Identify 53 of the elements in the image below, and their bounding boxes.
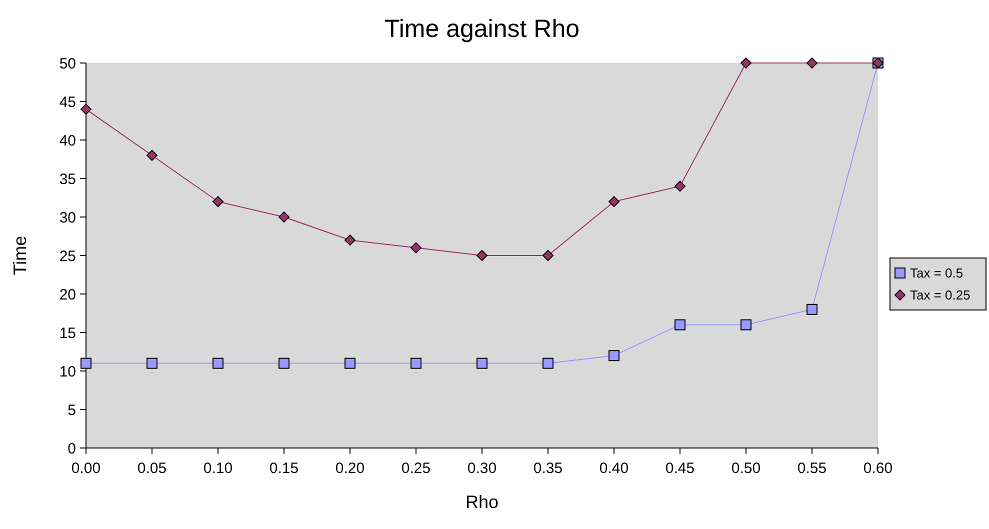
point (278, 358, 290, 369)
x-tick-label: 0.55 (797, 460, 827, 477)
point (608, 350, 620, 362)
x-tick-label: 0.25 (401, 460, 431, 477)
x-tick-label: 0.05 (137, 460, 167, 477)
y-tick-label: 35 (59, 170, 76, 188)
x-tick-label: 0.45 (665, 460, 695, 477)
point (476, 250, 488, 261)
point (146, 358, 158, 369)
y-tick-label: 50 (59, 55, 76, 72)
x-tick-label: 0.50 (731, 460, 761, 477)
y-tick-label: 10 (59, 363, 76, 380)
x-tick-label: 0.30 (467, 460, 497, 477)
point (344, 234, 356, 246)
point (212, 196, 224, 208)
chart-title: Time against Rho (384, 15, 580, 43)
y-tick-label: 20 (59, 286, 76, 304)
x-tick-label: 0.60 (863, 460, 893, 477)
y-tick-label: 25 (59, 248, 76, 265)
x-tick-label: 0.40 (599, 460, 629, 477)
x-tick-label: 0.10 (203, 460, 233, 477)
point (674, 180, 686, 192)
point (806, 304, 818, 315)
point (806, 58, 818, 68)
point (476, 358, 488, 369)
legend-label: Tax = 0.5 (910, 266, 964, 281)
point (740, 58, 752, 68)
y-tick-label: 30 (59, 209, 76, 226)
point (674, 319, 686, 330)
y-tick-label: 40 (59, 132, 76, 150)
y-tick-label: 5 (68, 402, 76, 419)
point (212, 358, 224, 369)
y-tick-label: 0 (68, 440, 76, 458)
point (410, 242, 422, 254)
point (278, 212, 290, 222)
point (80, 358, 92, 369)
point (344, 358, 356, 369)
y-tick-label: 45 (59, 94, 76, 111)
point (542, 358, 554, 369)
x-tick-label: 0.00 (71, 460, 101, 477)
point (740, 319, 752, 330)
x-tick-label: 0.20 (335, 460, 365, 477)
point (80, 104, 92, 115)
point (608, 196, 620, 208)
point (542, 250, 554, 261)
point (146, 150, 158, 161)
x-axis-title: Rho (465, 492, 499, 512)
legend-label: Tax = 0.25 (910, 288, 970, 303)
x-tick-label: 0.15 (269, 460, 299, 477)
point (410, 358, 422, 369)
y-tick-label: 15 (59, 324, 76, 342)
y-axis-title: Time (10, 236, 30, 276)
x-tick-label: 0.35 (533, 460, 563, 477)
